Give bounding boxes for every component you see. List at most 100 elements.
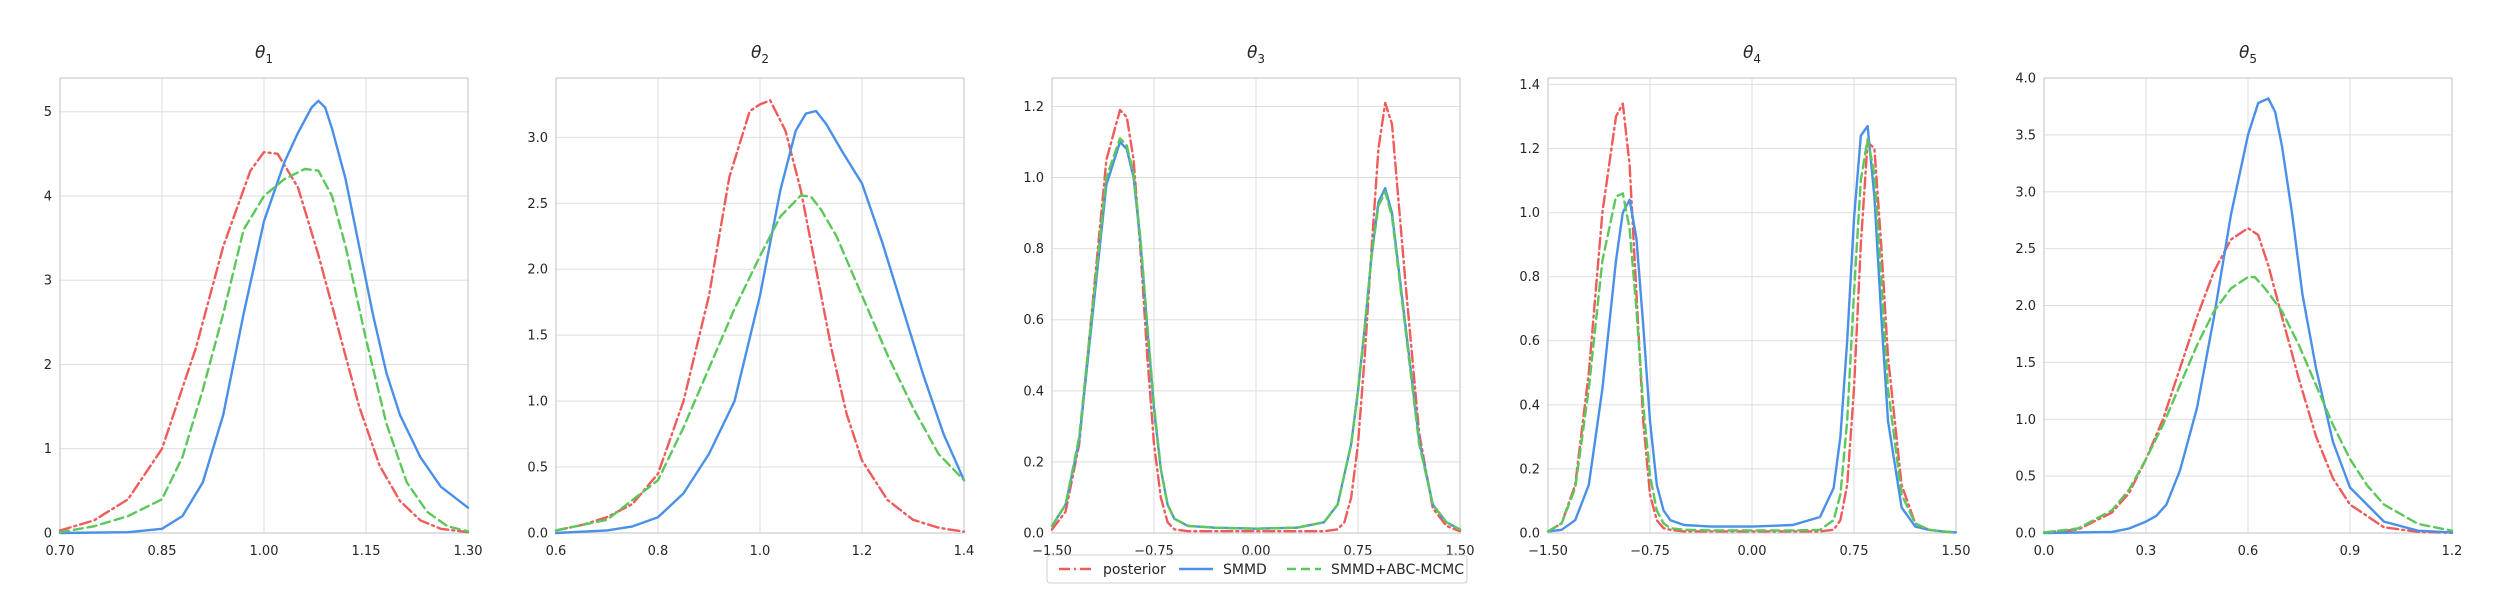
y-tick-label: 1.5	[2015, 356, 2036, 371]
legend: posterior SMMD SMMD+ABC-MCMC	[1046, 554, 1468, 584]
title-symbol: θ	[255, 43, 266, 63]
axes-frame	[1547, 77, 1957, 534]
subplot-4: −1.50 −0.75 0.00 0.75 1.50 0.0 0.2 0.4 0.6 0.8 1.0…	[1519, 43, 1970, 559]
x-tick-label: 1.0	[750, 544, 771, 559]
subplot-5: 0.0 0.3 0.6 0.9 1.2 0.0 0.5 1.0 1.5 2.0 2.5 3.0 3.5 4…	[2015, 43, 2462, 559]
y-tick-label: 0.6	[1023, 313, 1044, 328]
x-tick-label: 1.2	[2442, 544, 2463, 559]
y-tick-label: 1.0	[1519, 206, 1540, 221]
series-line-smmd	[2042, 97, 2454, 535]
legend-label: posterior	[1103, 562, 1166, 578]
title-subscript: 1	[265, 52, 273, 66]
y-tick-label: 1.2	[1023, 100, 1044, 115]
x-tick-label: 0.8	[648, 544, 669, 559]
axes-frame	[59, 77, 469, 534]
y-tick-label: 0.2	[1519, 462, 1540, 477]
series-line-smmd-abc-mcmc	[554, 194, 966, 532]
y-tick-label: 0.4	[1023, 384, 1044, 399]
y-tick-label: 0.6	[1519, 334, 1540, 349]
x-tick-label: 1.2	[852, 544, 873, 559]
y-tick-label: 1.5	[527, 329, 548, 344]
x-tick-label: 1.50	[1942, 544, 1971, 559]
y-tick-label: 1.2	[1519, 142, 1540, 157]
y-tick-label: 0.8	[1519, 270, 1540, 285]
title-symbol: θ	[1743, 43, 1754, 63]
title-subscript: 3	[1257, 52, 1265, 66]
title-symbol: θ	[751, 43, 762, 63]
series-line-smmd-abc-mcmc	[1546, 137, 1958, 534]
series-line-smmd-abc-mcmc	[2042, 275, 2454, 534]
y-tick-label: 2.5	[527, 197, 548, 212]
legend-box	[1046, 554, 1468, 584]
series-line-posterior	[554, 99, 966, 533]
y-tick-label: 0.5	[2015, 470, 2036, 485]
x-tick-label: 1.15	[352, 544, 381, 559]
subplot-2: 0.6 0.8 1.0 1.2 1.4 0.0 0.5 1.0 1.5 2.0 2.5 3.0 θ2	[527, 43, 974, 559]
series-line-smmd	[58, 99, 470, 535]
series-line-posterior	[2042, 226, 2454, 534]
x-tick-label: 0.3	[2136, 544, 2157, 559]
y-tick-label: 1.0	[2015, 413, 2036, 428]
series-line-posterior	[1050, 101, 1462, 533]
y-tick-label: 0.0	[1519, 527, 1540, 542]
title-symbol: θ	[1247, 43, 1258, 63]
x-tick-label: 0.0	[2034, 544, 2055, 559]
y-tick-label: 5	[44, 105, 52, 120]
y-tick-label: 1	[44, 442, 52, 457]
y-tick-label: 0.0	[527, 527, 548, 542]
y-tick-label: 3.0	[527, 131, 548, 146]
title-subscript: 4	[1753, 52, 1761, 66]
y-tick-label: 2	[44, 358, 52, 373]
y-tick-label: 0.4	[1519, 398, 1540, 413]
x-tick-label: 0.6	[546, 544, 567, 559]
y-tick-label: 2.0	[527, 263, 548, 278]
y-tick-label: 4.0	[2015, 72, 2036, 87]
y-tick-label: 2.0	[2015, 299, 2036, 314]
x-tick-label: 1.00	[250, 544, 279, 559]
x-tick-label: 0.00	[1738, 544, 1767, 559]
series-line-smmd	[1546, 124, 1958, 534]
x-tick-label: 1.4	[954, 544, 975, 559]
y-tick-label: 0	[44, 527, 52, 542]
x-tick-label: 1.30	[454, 544, 483, 559]
y-tick-label: 1.4	[1519, 78, 1540, 93]
title-subscript: 2	[761, 52, 769, 66]
x-tick-label: −0.75	[1630, 544, 1670, 559]
y-tick-label: 0.0	[2015, 527, 2036, 542]
legend-label: SMMD+ABC-MCMC	[1331, 562, 1464, 578]
x-tick-label: 0.70	[46, 544, 75, 559]
axes-frame	[1051, 77, 1461, 534]
y-tick-label: 1.0	[1023, 171, 1044, 186]
title-subscript: 5	[2249, 52, 2257, 66]
subplot-title: θ2	[751, 43, 769, 66]
y-tick-label: 0.8	[1023, 242, 1044, 257]
series-line-smmd-abc-mcmc	[58, 167, 470, 534]
subplot-title: θ3	[1247, 43, 1265, 66]
axes-frame	[2043, 77, 2453, 534]
title-symbol: θ	[2239, 43, 2250, 63]
y-tick-label: 2.5	[2015, 242, 2036, 257]
x-tick-label: −1.50	[1528, 544, 1568, 559]
x-tick-label: 0.9	[2340, 544, 2361, 559]
y-tick-label: 0.5	[527, 461, 548, 476]
subplot-title: θ1	[255, 43, 273, 66]
legend-label: SMMD	[1223, 562, 1267, 578]
series-line-posterior	[58, 150, 470, 534]
y-tick-label: 4	[44, 189, 52, 204]
y-tick-label: 0.0	[1023, 527, 1044, 542]
x-tick-label: 0.75	[1840, 544, 1869, 559]
series-line-smmd-abc-mcmc	[1050, 137, 1462, 531]
y-tick-label: 1.0	[527, 395, 548, 410]
y-tick-label: 0.2	[1023, 455, 1044, 470]
series-line-smmd	[554, 109, 966, 535]
subplot-title: θ5	[2239, 43, 2257, 66]
x-tick-label: 0.6	[2238, 544, 2259, 559]
axes-frame	[555, 77, 965, 534]
y-tick-label: 3	[44, 274, 52, 289]
subplot-3: −1.50 −0.75 0.00 0.75 1.500.00.20.40.60.81.0…	[1023, 43, 1474, 559]
x-tick-label: 0.85	[148, 544, 177, 559]
y-tick-label: 3.0	[2015, 185, 2036, 200]
subplot-title: θ4	[1743, 43, 1761, 66]
